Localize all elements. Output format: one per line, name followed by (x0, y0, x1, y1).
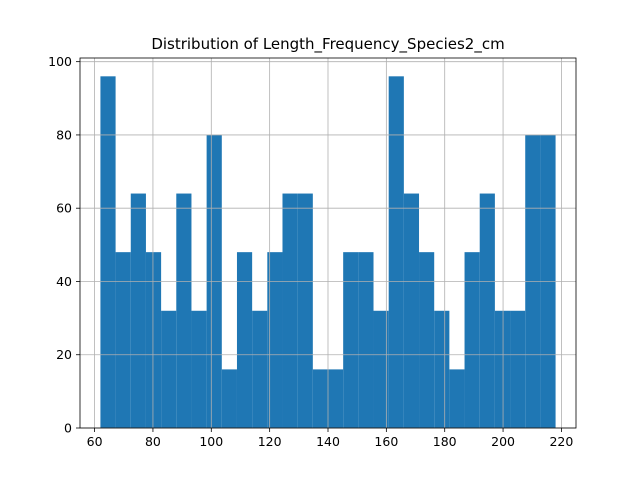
histogram-bar (328, 369, 344, 428)
histogram-bar (403, 193, 420, 428)
histogram-bar (115, 252, 131, 428)
x-tick-label: 80 (145, 434, 161, 449)
histogram-bar (161, 310, 177, 428)
y-tick-label: 60 (56, 201, 72, 216)
histogram-bar (100, 76, 116, 428)
histogram-bar (510, 310, 526, 428)
histogram-bar (373, 310, 389, 428)
grid-layer (80, 58, 576, 429)
histogram-bar (221, 369, 237, 428)
y-tick-label: 80 (56, 127, 72, 142)
y-tick-label: 0 (64, 421, 72, 436)
histogram-bar (343, 252, 359, 428)
chart-title: Distribution of Length_Frequency_Species… (151, 35, 504, 54)
histogram-bar (479, 193, 495, 428)
x-tick-label: 200 (491, 434, 515, 449)
histogram-bar (176, 193, 192, 428)
histogram-bar (464, 252, 480, 428)
histogram-bar (236, 252, 253, 428)
histogram-bar (358, 252, 374, 428)
histogram-bar (419, 252, 435, 428)
y-tick-label: 20 (56, 347, 72, 362)
histogram-bar (267, 252, 283, 428)
histogram-bar (191, 310, 207, 428)
x-tick-label: 100 (199, 434, 223, 449)
x-tick-label: 60 (87, 434, 103, 449)
x-tick-label: 180 (433, 434, 457, 449)
x-tick-label: 120 (258, 434, 282, 449)
histogram-bar (312, 369, 328, 428)
histogram-bar (494, 310, 511, 428)
x-tick-label: 160 (374, 434, 398, 449)
y-tick-label: 40 (56, 274, 72, 289)
x-tick-label: 220 (549, 434, 573, 449)
histogram-bar (130, 193, 146, 428)
histogram-bar (145, 252, 162, 428)
x-tick-label: 140 (316, 434, 340, 449)
histogram-bar (252, 310, 268, 428)
ticks-layer: 60 80 100 120 140 160 180 200 220 0 20 40 60 80 100 (48, 54, 573, 449)
histogram-bar (282, 193, 298, 428)
histogram-bar (388, 76, 404, 428)
histogram-bar (449, 369, 465, 428)
histogram-bar (297, 193, 313, 428)
histogram-bar (434, 310, 450, 428)
y-tick-label: 100 (48, 54, 72, 69)
